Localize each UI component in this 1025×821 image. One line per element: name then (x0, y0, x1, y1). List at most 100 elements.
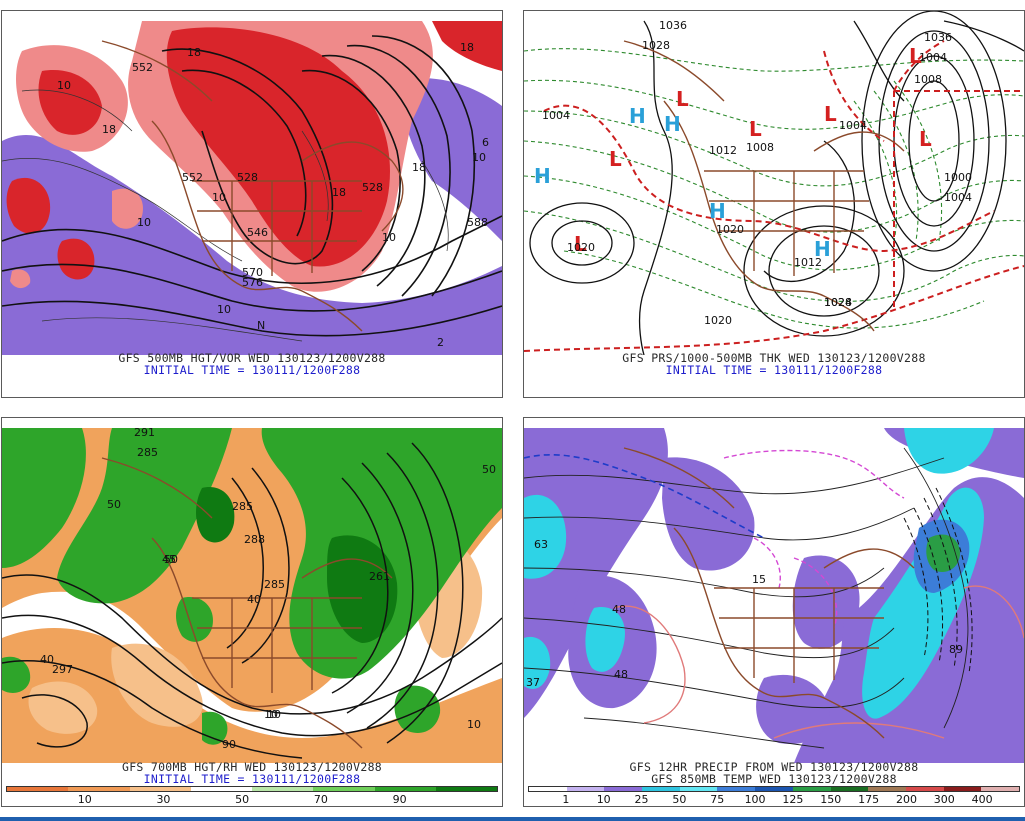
colorbar-label: 75 (710, 793, 725, 806)
colorbar-label: 50 (672, 793, 687, 806)
map-label: 50 (482, 463, 496, 476)
low-pressure-label: L (574, 232, 587, 256)
map-label: 1012 (709, 144, 737, 157)
colorbar-swatch (642, 787, 680, 791)
map-label: 1020 (567, 241, 595, 254)
map-label: 528 (237, 171, 258, 184)
colorbar-label: 10 (596, 793, 611, 806)
colorbar-label: 90 (392, 793, 407, 806)
high-pressure-label: H (709, 199, 726, 223)
colorbar-swatch (943, 787, 982, 791)
map-label: 285 (232, 500, 253, 513)
initial-time: INITIAL TIME = 130111/1200F288 (143, 363, 361, 377)
map-label: 1036 (924, 31, 952, 44)
map-label: 10 (467, 718, 481, 731)
map-label: 10 (382, 231, 396, 244)
colorbar-label: 175 (858, 793, 880, 806)
colorbar-swatch (435, 787, 497, 791)
map-label: 1020 (716, 223, 744, 236)
rh-colorbar-labels: 10 30 50 70 90 (6, 793, 498, 806)
rh-colorbar (6, 786, 498, 792)
high-pressure-label: H (664, 112, 681, 136)
low-pressure-label: L (909, 44, 922, 68)
colorbar-swatch (755, 787, 793, 791)
map-label: 37 (526, 676, 540, 689)
map-label: 1028 (642, 39, 670, 52)
colorbar-swatch (68, 787, 130, 791)
colorbar-label: 25 (634, 793, 649, 806)
colorbar-swatch (529, 787, 567, 791)
panel-precip-850mb-temp: 63 48 37 15 89 48 GFS 12HR PRECIP FROM W… (523, 417, 1025, 807)
map-label: 18 (187, 46, 201, 59)
map-label: 1036 (659, 19, 687, 32)
precip-colorbar-labels: 1 10 25 50 75 100 125 150 175 200 300 400 (528, 793, 1020, 806)
panel-title: GFS PRS/1000-500MB THK WED 130123/1200V2… (622, 351, 926, 365)
map-label: 63 (534, 538, 548, 551)
low-pressure-label: L (676, 87, 689, 111)
low-pressure-label: L (609, 147, 622, 171)
map-label: 1004 (542, 109, 570, 122)
low-pressure-label: L (824, 102, 837, 126)
map-label: 40 (40, 653, 54, 666)
map-label: 48 (614, 668, 628, 681)
map-label: 10 (264, 708, 278, 721)
colorbar-label: 50 (235, 793, 250, 806)
colorbar-label: 125 (782, 793, 804, 806)
map-label: 588 (467, 216, 488, 229)
colorbar-swatch (830, 787, 869, 791)
map-label: 1008 (746, 141, 774, 154)
colorbar-label: 300 (933, 793, 955, 806)
map-label: 50 (164, 553, 178, 566)
colorbar-swatch (868, 787, 906, 791)
map-label: 10 (57, 79, 71, 92)
map-label: 552 (182, 171, 203, 184)
map-label: 10 (267, 708, 281, 721)
map-label: 10 (217, 303, 231, 316)
map-label: 90 (222, 738, 236, 751)
colorbar-swatch (252, 787, 314, 791)
colorbar-swatch (679, 787, 718, 791)
window-bottom-strip (0, 817, 1025, 821)
colorbar-swatch (7, 787, 69, 791)
high-pressure-label: H (814, 237, 831, 261)
map-label: 285 (264, 578, 285, 591)
map-label: 18 (332, 186, 346, 199)
map-label: 6 (482, 136, 489, 149)
precip-colorbar (528, 786, 1020, 792)
map-label: 40 (247, 593, 261, 606)
map-label: 285 (137, 446, 158, 459)
initial-time: INITIAL TIME = 130111/1200F288 (143, 772, 361, 786)
temperature-time: GFS 850MB TEMP WED 130123/1200V288 (651, 772, 897, 786)
low-pressure-label: L (749, 117, 762, 141)
colorbar-label: 200 (895, 793, 917, 806)
relative-humidity-map: 291 285 285 50 50 288 285 10 40 45 261 2… (2, 418, 502, 763)
map-label: 297 (52, 663, 73, 676)
map-label: 10 (472, 151, 486, 164)
map-label: 15 (752, 573, 766, 586)
initial-time: INITIAL TIME = 130111/1200F288 (665, 363, 883, 377)
high-pressure-label: H (534, 164, 551, 188)
map-label: 1020 (704, 314, 732, 327)
colorbar-swatch (129, 787, 191, 791)
map-label: 1008 (914, 73, 942, 86)
colorbar-swatch (604, 787, 643, 791)
map-label: 576 (242, 276, 263, 289)
map-label: 291 (134, 426, 155, 439)
colorbar-swatch (717, 787, 756, 791)
panel-pressure-thickness: H H H H H L L L L L L L 1036 1028 1004 1… (523, 10, 1025, 398)
colorbar-label: 400 (971, 793, 993, 806)
map-label: 570 (242, 266, 263, 279)
map-label: 1000 (944, 171, 972, 184)
colorbar-label: 10 (77, 793, 92, 806)
map-label: 1004 (919, 51, 947, 64)
colorbar-label: 100 (744, 793, 766, 806)
panel-title: GFS 12HR PRECIP FROM WED 130123/1200V288 (629, 760, 919, 774)
map-label: 89 (949, 643, 963, 656)
high-pressure-label: H (629, 104, 646, 128)
panel-title: GFS 700MB HGT/RH WED 130123/1200V288 (121, 760, 383, 774)
map-label: 546 (247, 226, 268, 239)
colorbar-swatch (190, 787, 252, 791)
precip-temperature-map: 63 48 37 15 89 48 (524, 418, 1024, 763)
panel-title: GFS 500MB HGT/VOR WED 130123/1200V288 (118, 351, 386, 365)
map-label: 2 (437, 336, 444, 349)
